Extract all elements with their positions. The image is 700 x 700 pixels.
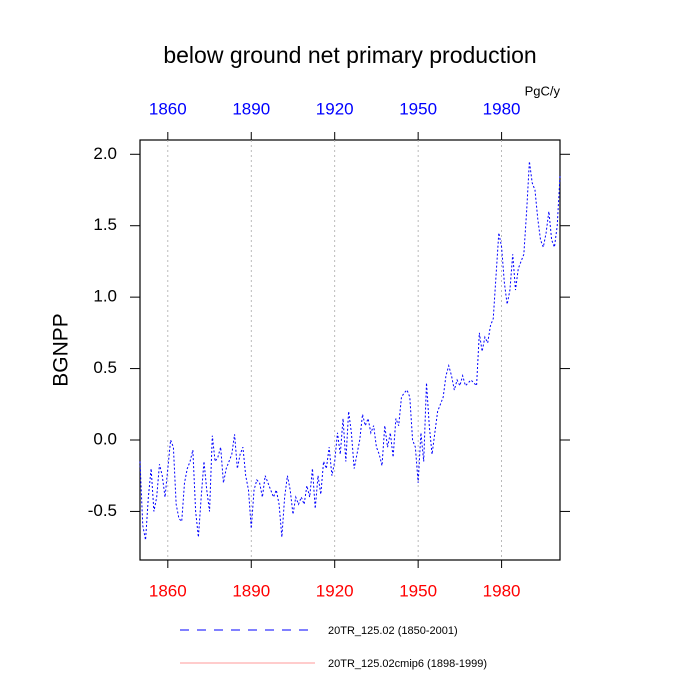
x-tick-label: 1980	[483, 581, 521, 600]
legend-label: 20TR_125.02cmip6 (1898-1999)	[328, 658, 487, 670]
x-top-tick-label: 1980	[483, 99, 521, 118]
y-axis-label: BGNPP	[50, 313, 73, 387]
x-tick-label: 1950	[399, 581, 437, 600]
x-tick-label: 1920	[316, 581, 354, 600]
y-tick-label: 2.0	[93, 144, 117, 163]
x-top-tick-label: 1890	[232, 99, 270, 118]
x-top-tick-label: 1950	[399, 99, 437, 118]
y-tick-label: 1.0	[93, 287, 117, 306]
x-top-tick-label: 1920	[316, 99, 354, 118]
y-tick-label: 0.0	[93, 429, 117, 448]
x-top-tick-label: 1860	[149, 99, 187, 118]
units-label: PgC/y	[525, 83, 561, 98]
y-tick-label: 0.5	[93, 358, 117, 377]
data-line	[139, 161, 561, 541]
chart-title: below ground net primary production	[163, 42, 536, 68]
legend-label: 20TR_125.02 (1850-2001)	[328, 625, 458, 637]
y-tick-label: -0.5	[88, 501, 117, 520]
x-tick-label: 1890	[232, 581, 270, 600]
y-tick-label: 1.5	[93, 215, 117, 234]
plot-frame	[139, 139, 561, 561]
x-tick-label: 1860	[149, 581, 187, 600]
